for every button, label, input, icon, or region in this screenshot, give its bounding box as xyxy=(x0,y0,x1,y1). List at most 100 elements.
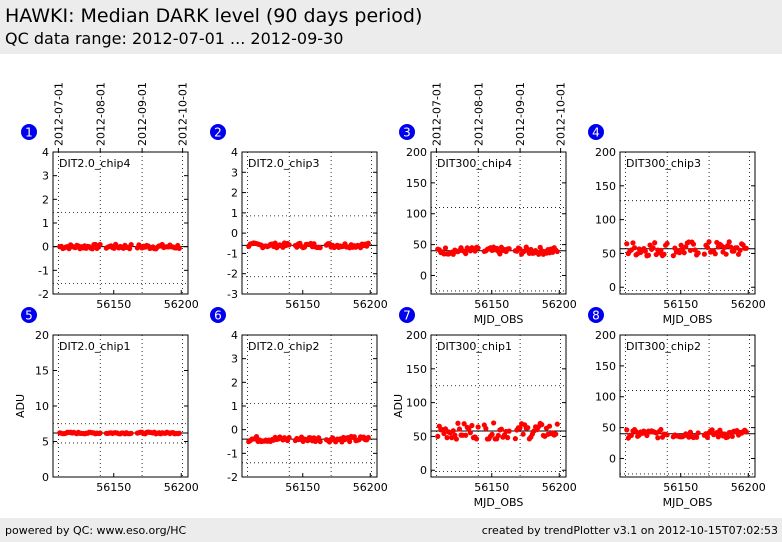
y-tick-label: -3 xyxy=(227,288,238,301)
y-tick-label: 3 xyxy=(231,353,238,366)
chart-number-badge xyxy=(210,124,226,140)
x-tick-label: 56200 xyxy=(731,298,766,311)
plot-frame xyxy=(430,151,567,295)
chart-6: -2 -1 0 1 2 3 4 56150 56200 DIT2.0_chip2 6 xyxy=(210,307,388,494)
x-tick-label: 56150 xyxy=(663,481,698,494)
data-point xyxy=(630,240,636,246)
data-point xyxy=(435,433,441,439)
data-point xyxy=(489,431,495,437)
data-point xyxy=(726,239,732,245)
data-point xyxy=(650,245,656,251)
y-tick-label: 4 xyxy=(42,146,49,159)
data-point xyxy=(347,438,353,445)
y-tick-label: 50 xyxy=(602,422,616,435)
plot-frame xyxy=(619,151,756,295)
x-tick-label: 56200 xyxy=(164,481,199,494)
y-axis-label: ADU xyxy=(14,394,27,418)
plot-frame xyxy=(52,334,189,478)
x-tick-label: 56150 xyxy=(96,298,131,311)
y-tick-label: -2 xyxy=(227,268,238,281)
series-label: DIT2.0_chip3 xyxy=(248,157,319,170)
data-point xyxy=(483,425,489,432)
y-tick-label: 100 xyxy=(595,391,616,404)
data-point xyxy=(690,241,697,247)
x-tick-label: 56150 xyxy=(285,481,320,494)
data-point xyxy=(463,250,469,257)
badge-number: 2 xyxy=(214,126,222,140)
data-point xyxy=(553,431,559,437)
data-point xyxy=(664,432,670,438)
data-point xyxy=(97,430,103,436)
data-point xyxy=(453,436,459,442)
y-tick-label: 0 xyxy=(609,452,616,465)
badge-number: 7 xyxy=(403,309,411,323)
x-tick-label: 56150 xyxy=(96,481,131,494)
report-footer: powered by QC: www.eso.org/HC created by… xyxy=(0,518,782,542)
date-tick-label: 2012-09-01 xyxy=(136,82,149,146)
data-point xyxy=(495,432,501,439)
y-tick-label: 100 xyxy=(595,214,616,227)
data-point xyxy=(456,426,463,432)
data-point xyxy=(520,431,526,437)
data-point xyxy=(633,428,639,435)
series-label: DIT2.0_chip4 xyxy=(59,157,130,170)
data-point xyxy=(687,429,694,435)
date-tick-label: 2012-09-01 xyxy=(514,82,527,146)
data-point xyxy=(631,245,638,251)
footer-created-by: created by trendPlotter v3.1 on 2012-10-… xyxy=(481,524,778,537)
y-tick-label: -2 xyxy=(38,288,49,301)
plot-frame xyxy=(241,151,378,295)
y-tick-label: 200 xyxy=(595,146,616,159)
data-point xyxy=(670,253,676,259)
data-point xyxy=(735,251,742,257)
data-point xyxy=(317,245,323,251)
data-point xyxy=(624,241,630,247)
data-point xyxy=(655,435,661,441)
y-tick-label: 4 xyxy=(231,329,238,342)
data-point xyxy=(475,424,481,430)
data-point xyxy=(317,438,323,445)
data-point xyxy=(286,242,292,248)
plot-frame xyxy=(52,151,189,295)
chart-number-badge xyxy=(399,307,415,323)
y-tick-label: 2 xyxy=(231,376,238,389)
report-title: HAWKI: Median DARK level (90 days period… xyxy=(5,5,423,27)
data-point xyxy=(473,436,480,442)
data-point xyxy=(725,434,731,440)
x-tick-label: 56200 xyxy=(353,481,388,494)
data-point xyxy=(658,247,664,253)
report-header: HAWKI: Median DARK level (90 days period… xyxy=(0,0,782,54)
date-tick-label: 2012-08-01 xyxy=(94,82,107,146)
series-label: DIT300_chip1 xyxy=(437,340,512,353)
series-label: DIT300_chip2 xyxy=(626,340,701,353)
data-point xyxy=(681,250,687,256)
data-point xyxy=(176,430,182,436)
data-point xyxy=(652,240,658,246)
date-tick-label: 2012-10-01 xyxy=(555,82,568,146)
y-tick-label: 100 xyxy=(406,208,427,221)
data-point xyxy=(729,433,735,440)
y-tick-label: 200 xyxy=(406,329,427,342)
data-point xyxy=(469,422,475,429)
y-tick-label: -1 xyxy=(227,247,238,260)
data-point xyxy=(365,240,371,246)
x-tick-label: 56200 xyxy=(542,481,577,494)
data-point xyxy=(642,248,648,254)
data-point xyxy=(687,247,694,254)
x-axis-label: MJD_OBS xyxy=(474,313,524,326)
data-point xyxy=(461,421,467,427)
x-tick-label: 56200 xyxy=(542,298,577,311)
data-point xyxy=(644,432,650,439)
data-point xyxy=(455,420,461,426)
y-axis-label: ADU xyxy=(392,394,405,418)
chart-number-badge xyxy=(588,124,604,140)
date-tick-label: 2012-08-01 xyxy=(472,82,485,146)
y-tick-label: 0 xyxy=(42,241,49,254)
x-axis-label: MJD_OBS xyxy=(474,496,524,509)
data-point xyxy=(506,428,512,434)
y-tick-label: 4 xyxy=(231,146,238,159)
chart-7: 0 50 100 150 200 56150 56200 MJD_OBS ADU DIT300_c… xyxy=(392,307,577,509)
date-tick-label: 2012-07-01 xyxy=(430,82,443,146)
data-point xyxy=(554,248,560,255)
